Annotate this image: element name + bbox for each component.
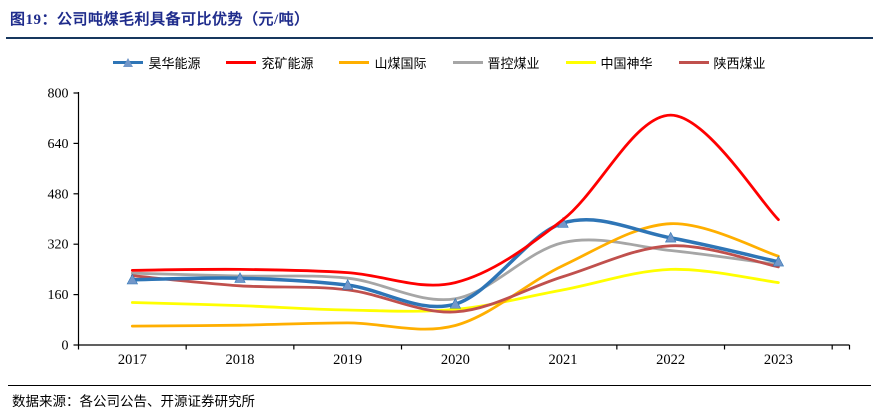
legend-item-1: 兖矿能源 — [226, 53, 313, 72]
legend-label: 晋控煤业 — [487, 56, 540, 71]
x-tick-label: 2017 — [118, 352, 147, 368]
series-marker-0 — [234, 272, 246, 283]
legend-swatch-icon — [678, 58, 709, 68]
legend-label: 中国神华 — [600, 56, 653, 71]
legend-swatch-icon — [339, 58, 370, 68]
series-line-0 — [130, 218, 781, 309]
x-tick-label: 2020 — [441, 352, 470, 368]
legend-item-3: 晋控煤业 — [452, 53, 540, 72]
legend-item-2: 山煤国际 — [339, 53, 427, 72]
source-note: 数据来源：各公司公告、开源证券研究所 — [12, 394, 255, 409]
series-marker-0 — [664, 231, 677, 243]
x-tick-label: 2021 — [549, 352, 578, 368]
x-tick-label: 2018 — [226, 352, 255, 368]
legend-label: 昊华能源 — [148, 56, 201, 71]
footer-divider — [8, 385, 871, 386]
title-divider — [6, 37, 873, 39]
legend-item-4: 中国神华 — [565, 53, 653, 72]
legend-swatch-icon — [565, 58, 596, 68]
x-tick-label: 2023 — [764, 352, 793, 368]
y-tick-label: 800 — [48, 87, 69, 102]
legend-label: 陕西煤业 — [713, 56, 766, 71]
x-tick-label: 2019 — [333, 352, 362, 368]
y-tick-label: 160 — [48, 288, 69, 303]
triangle-marker-icon — [123, 57, 134, 67]
chart-legend: 昊华能源 兖矿能源 山煤国际 晋控煤业 中国神华 陕西煤业 — [0, 53, 879, 72]
series-line-1 — [130, 113, 780, 287]
legend-swatch-icon — [452, 58, 483, 68]
y-tick-label: 320 — [48, 238, 69, 253]
legend-item-5: 陕西煤业 — [678, 53, 766, 72]
y-tick-label: 640 — [48, 137, 69, 152]
legend-item-0: 昊华能源 — [113, 53, 200, 72]
legend-swatch-icon — [113, 57, 144, 68]
x-tick-label: 2022 — [656, 352, 685, 368]
series-marker-0 — [341, 279, 354, 290]
series-marker-0 — [772, 255, 785, 267]
series-line-4 — [130, 267, 780, 313]
y-tick-label: 0 — [62, 339, 69, 354]
series-line-2 — [130, 222, 780, 331]
page-title: 图19：公司吨煤毛利具备可比优势（元/吨） — [10, 12, 310, 28]
legend-label: 兖矿能源 — [261, 56, 314, 71]
y-tick-label: 480 — [48, 187, 69, 202]
series-marker-0 — [449, 297, 462, 309]
series-marker-0 — [126, 273, 139, 285]
series-line-5 — [130, 244, 780, 314]
legend-label: 山煤国际 — [374, 56, 427, 71]
legend-swatch-icon — [226, 58, 257, 68]
